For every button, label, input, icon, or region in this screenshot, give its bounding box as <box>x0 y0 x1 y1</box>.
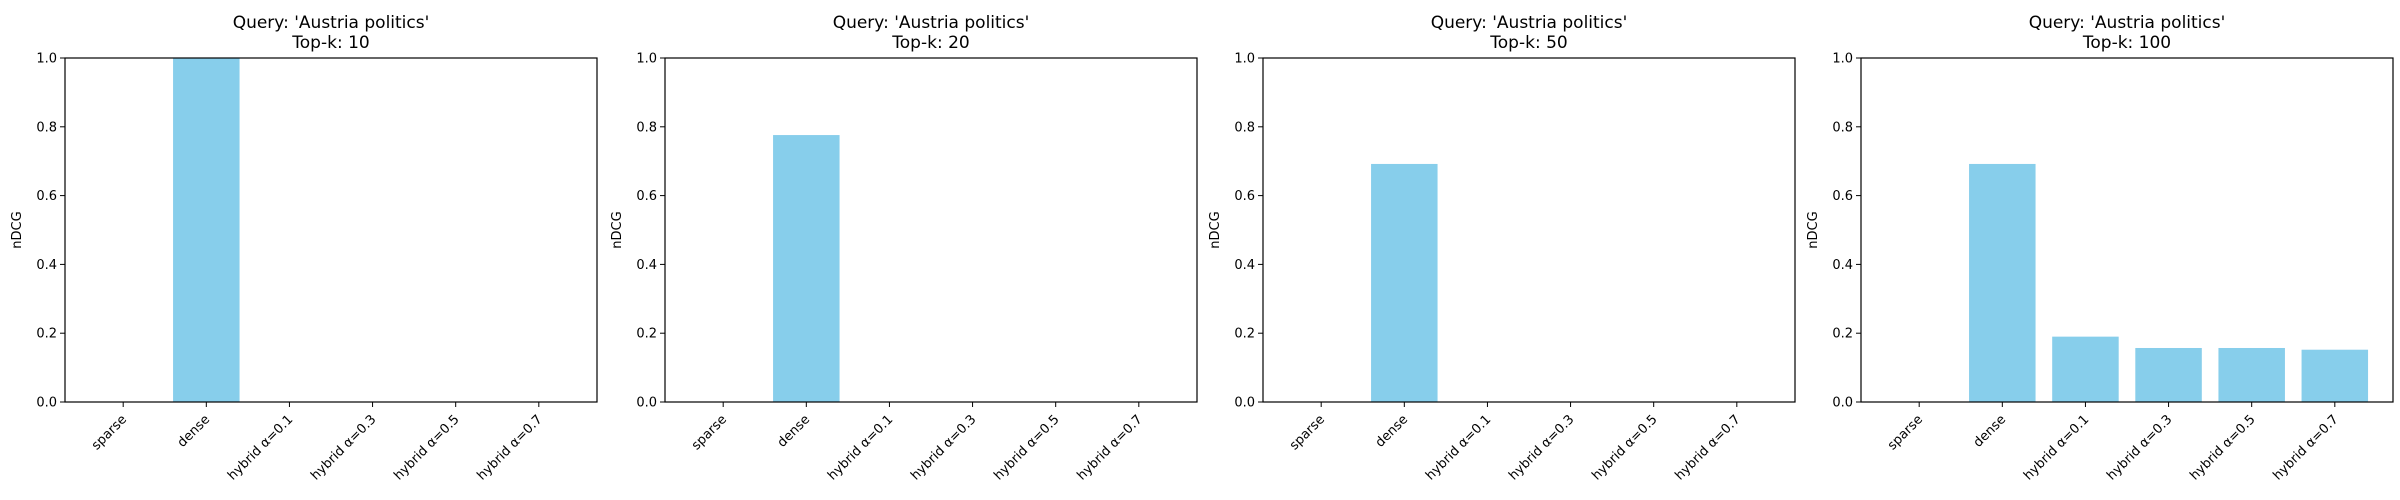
chart-title: Query: 'Austria politics' <box>2029 13 2226 33</box>
y-tick-label: 0.4 <box>636 258 657 273</box>
x-tick-label: hybrid α=0.3 <box>308 412 379 483</box>
y-tick-label: 0.6 <box>36 189 57 204</box>
chart-subtitle: Top-k: 10 <box>291 33 369 53</box>
x-tick-label: sparse <box>1287 412 1328 453</box>
chart-subtitle: Top-k: 100 <box>2082 33 2171 53</box>
y-axis-label: nDCG <box>610 211 625 248</box>
y-tick-label: 0.8 <box>1832 120 1853 135</box>
x-tick-label: hybrid α=0.3 <box>1506 412 1577 483</box>
y-tick-label: 0.2 <box>1234 327 1255 342</box>
axes-frame <box>1262 57 1796 403</box>
x-tick-label: hybrid α=0.5 <box>391 412 462 483</box>
y-tick-label: 0.4 <box>1832 258 1853 273</box>
y-tick-label: 1.0 <box>636 52 657 67</box>
chart-title: Query: 'Austria politics' <box>833 13 1030 33</box>
x-tick-label: dense <box>775 412 813 450</box>
y-tick-label: 0.4 <box>36 258 57 273</box>
chart-panel-1: 0.0 0.2 0.4 0.6 0.8 1.0 sparse dense hybrid α=0.… <box>10 13 598 483</box>
bar <box>773 135 840 402</box>
bar <box>2052 336 2119 402</box>
y-tick-label: 1.0 <box>1832 52 1853 67</box>
x-tick-label: hybrid α=0.3 <box>908 412 979 483</box>
bar <box>2301 349 2369 402</box>
x-tick-label: dense <box>1971 412 2009 450</box>
x-tick-label: hybrid α=0.5 <box>2187 412 2258 483</box>
bar <box>2135 347 2202 402</box>
x-tick-label: hybrid α=0.1 <box>2021 412 2092 483</box>
chart-subtitle: Top-k: 20 <box>891 33 969 53</box>
y-tick-label: 0.2 <box>636 327 657 342</box>
y-tick-label: 0.8 <box>636 120 657 135</box>
axes-frame <box>1860 57 2394 403</box>
y-axis-label: nDCG <box>1806 211 1821 248</box>
bar <box>2218 347 2285 402</box>
y-tick-label: 0.8 <box>36 120 57 135</box>
y-tick-label: 0.2 <box>1832 327 1853 342</box>
x-tick-label: hybrid α=0.7 <box>474 412 545 483</box>
y-tick-label: 0.0 <box>1832 396 1853 411</box>
y-tick-label: 0.4 <box>1234 258 1255 273</box>
chart-title: Query: 'Austria politics' <box>1431 13 1628 33</box>
axes-frame <box>664 57 1198 403</box>
y-tick-label: 0.0 <box>36 396 57 411</box>
y-tick-label: 0.8 <box>1234 120 1255 135</box>
y-axis-label: nDCG <box>1208 211 1223 248</box>
x-tick-label: hybrid α=0.7 <box>2270 412 2341 483</box>
x-tick-label: sparse <box>1885 412 1926 453</box>
x-tick-label: hybrid α=0.1 <box>825 412 896 483</box>
x-tick-label: hybrid α=0.1 <box>225 412 296 483</box>
y-tick-label: 0.6 <box>636 189 657 204</box>
y-tick-label: 0.0 <box>636 396 657 411</box>
x-tick-label: hybrid α=0.7 <box>1074 412 1145 483</box>
y-tick-label: 0.2 <box>36 327 57 342</box>
x-tick-label: hybrid α=0.5 <box>991 412 1062 483</box>
x-tick-label: sparse <box>89 412 130 453</box>
y-tick-label: 0.6 <box>1234 189 1255 204</box>
x-tick-label: hybrid α=0.7 <box>1672 412 1743 483</box>
bar <box>1371 163 1438 402</box>
chart-title: Query: 'Austria politics' <box>233 13 430 33</box>
x-tick-label: hybrid α=0.1 <box>1423 412 1494 483</box>
y-axis-label: nDCG <box>10 211 25 248</box>
y-tick-label: 0.6 <box>1832 189 1853 204</box>
bar <box>1969 163 2036 402</box>
chart-panel-3: 0.0 0.2 0.4 0.6 0.8 1.0 sparse dense hybrid α=0.… <box>1208 13 1796 483</box>
y-tick-label: 1.0 <box>1234 52 1255 67</box>
y-tick-label: 1.0 <box>36 52 57 67</box>
x-tick-label: dense <box>1373 412 1411 450</box>
chart-subtitle: Top-k: 50 <box>1489 33 1567 53</box>
bar <box>173 58 240 402</box>
chart-panel-2: 0.0 0.2 0.4 0.6 0.8 1.0 sparse dense hybrid α=0.… <box>610 13 1198 483</box>
x-tick-label: hybrid α=0.5 <box>1589 412 1660 483</box>
x-tick-label: sparse <box>689 412 730 453</box>
x-tick-label: hybrid α=0.3 <box>2104 412 2175 483</box>
x-tick-label: dense <box>175 412 213 450</box>
y-tick-label: 0.0 <box>1234 396 1255 411</box>
chart-panel-4: 0.0 0.2 0.4 0.6 0.8 1.0 sparse dense hybrid α=0.… <box>1806 13 2394 483</box>
axes-frame <box>64 57 598 403</box>
